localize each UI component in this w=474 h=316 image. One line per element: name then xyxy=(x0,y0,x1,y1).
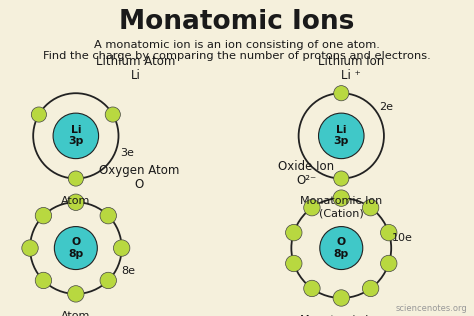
Ellipse shape xyxy=(31,107,46,122)
Ellipse shape xyxy=(334,86,349,101)
Text: 2e: 2e xyxy=(379,102,393,112)
Ellipse shape xyxy=(285,224,302,241)
Text: O
8p: O 8p xyxy=(334,237,349,259)
Text: O
8p: O 8p xyxy=(68,237,83,259)
Ellipse shape xyxy=(105,107,120,122)
Ellipse shape xyxy=(333,190,349,206)
Ellipse shape xyxy=(35,207,52,224)
Ellipse shape xyxy=(35,272,52,289)
Ellipse shape xyxy=(304,280,320,297)
Ellipse shape xyxy=(320,227,363,270)
Ellipse shape xyxy=(55,227,97,270)
Text: Atom: Atom xyxy=(61,196,91,206)
Ellipse shape xyxy=(285,255,302,272)
Ellipse shape xyxy=(100,207,117,224)
Text: O: O xyxy=(135,178,144,191)
Text: Lithium Ion: Lithium Ion xyxy=(318,55,384,68)
Text: Monatomic Ion
(Anion): Monatomic Ion (Anion) xyxy=(300,315,383,316)
Text: Monatomic Ion
(Cation): Monatomic Ion (Cation) xyxy=(300,196,383,218)
Ellipse shape xyxy=(363,280,379,297)
Text: O²⁻: O²⁻ xyxy=(296,174,317,187)
Text: Oxide Ion: Oxide Ion xyxy=(278,160,335,173)
Text: Li
3p: Li 3p xyxy=(334,125,349,147)
Ellipse shape xyxy=(381,224,397,241)
Ellipse shape xyxy=(68,171,83,186)
Text: Li: Li xyxy=(131,69,141,82)
Text: A monatomic ion is an ion consisting of one atom.: A monatomic ion is an ion consisting of … xyxy=(94,40,380,50)
Ellipse shape xyxy=(334,171,349,186)
Text: 10e: 10e xyxy=(392,233,412,243)
Text: sciencenotes.org: sciencenotes.org xyxy=(395,304,467,313)
Text: Oxygen Atom: Oxygen Atom xyxy=(99,164,179,177)
Ellipse shape xyxy=(22,240,38,256)
Text: Li
3p: Li 3p xyxy=(68,125,83,147)
Ellipse shape xyxy=(333,290,349,306)
Ellipse shape xyxy=(319,113,364,159)
Ellipse shape xyxy=(113,240,130,256)
Text: 8e: 8e xyxy=(121,266,135,276)
Ellipse shape xyxy=(304,199,320,216)
Ellipse shape xyxy=(100,272,117,289)
Ellipse shape xyxy=(68,286,84,302)
Ellipse shape xyxy=(363,199,379,216)
Text: Find the charge by comparing the number of protons and electrons.: Find the charge by comparing the number … xyxy=(43,51,431,61)
Text: 3e: 3e xyxy=(120,148,134,158)
Text: Monatomic Ions: Monatomic Ions xyxy=(119,9,355,35)
Ellipse shape xyxy=(53,113,99,159)
Ellipse shape xyxy=(381,255,397,272)
Text: Atom: Atom xyxy=(61,311,91,316)
Text: Li ⁺: Li ⁺ xyxy=(341,69,361,82)
Ellipse shape xyxy=(68,194,84,210)
Text: Lithium Atom: Lithium Atom xyxy=(96,55,175,68)
